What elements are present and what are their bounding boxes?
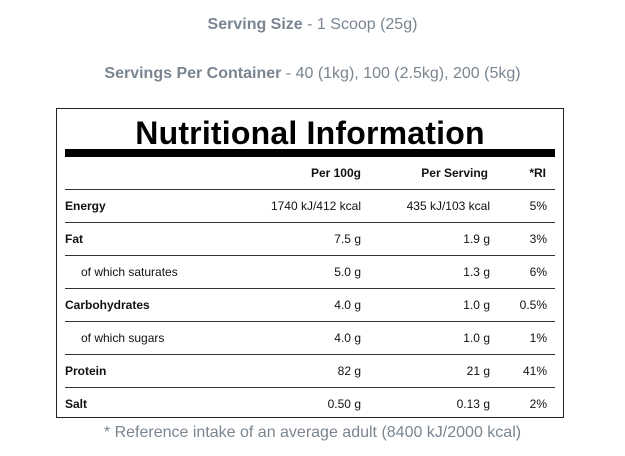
row-label: Protein: [65, 364, 107, 378]
row-ri: 2%: [529, 397, 547, 411]
row-per-serving: 435 kJ/103 kcal: [406, 199, 490, 213]
row-label: Energy: [65, 199, 106, 213]
servings-per-container-value: 40 (1kg), 100 (2.5kg), 200 (5kg): [295, 65, 521, 82]
row-per-serving: 0.13 g: [456, 397, 490, 411]
serving-size-value: 1 Scoop (25g): [316, 16, 418, 33]
nutrition-table: Nutritional Information Per 100g Per Ser…: [56, 108, 564, 418]
header-ri: *RI: [529, 166, 546, 180]
row-per-serving: 1.0 g: [463, 298, 490, 312]
serving-size-separator: -: [302, 16, 317, 33]
title-divider-bar: [65, 149, 555, 157]
row-per-100g: 0.50 g: [327, 397, 361, 411]
table-row-fat: Fat 7.5 g 1.9 g 3%: [65, 223, 555, 256]
reference-intake-footnote: * Reference intake of an average adult (…: [103, 424, 522, 441]
row-ri: 3%: [529, 232, 547, 246]
row-label: Carbohydrates: [65, 298, 150, 312]
row-per-serving: 1.9 g: [463, 232, 490, 246]
table-row-sugars: of which sugars 4.0 g 1.0 g 1%: [65, 322, 555, 355]
row-ri: 1%: [529, 331, 547, 345]
row-ri: 6%: [529, 265, 547, 279]
row-label: Salt: [65, 397, 88, 411]
table-header-row: Per 100g Per Serving *RI: [65, 157, 555, 190]
serving-size-line: Serving Size - 1 Scoop (25g): [0, 16, 625, 34]
table-row-salt: Salt 0.50 g 0.13 g 2%: [65, 388, 555, 420]
row-per-100g: 1740 kJ/412 kcal: [270, 199, 361, 213]
row-per-100g: 4.0 g: [334, 331, 361, 345]
row-ri: 0.5%: [519, 298, 547, 312]
serving-size-label: Serving Size: [207, 16, 303, 33]
servings-per-container-separator: -: [281, 65, 296, 82]
table-row-energy: Energy 1740 kJ/412 kcal 435 kJ/103 kcal …: [65, 190, 555, 223]
table-row-saturates: of which saturates 5.0 g 1.3 g 6%: [65, 256, 555, 289]
row-per-100g: 5.0 g: [334, 265, 361, 279]
row-label: of which saturates: [81, 265, 178, 279]
row-per-100g: 82 g: [337, 364, 361, 378]
header-per-serving: Per Serving: [421, 166, 488, 180]
nutrition-table-title: Nutritional Information: [135, 115, 485, 151]
row-per-100g: 4.0 g: [334, 298, 361, 312]
row-ri: 5%: [529, 199, 547, 213]
row-label: of which sugars: [81, 331, 165, 345]
row-per-serving: 1.3 g: [463, 265, 490, 279]
row-ri: 41%: [522, 364, 547, 378]
row-label: Fat: [65, 232, 83, 246]
row-per-serving: 1.0 g: [463, 331, 490, 345]
row-per-serving: 21 g: [466, 364, 490, 378]
servings-per-container-label: Servings Per Container: [104, 65, 282, 82]
table-row-carbohydrates: Carbohydrates 4.0 g 1.0 g 0.5%: [65, 289, 555, 322]
header-per-100g: Per 100g: [310, 166, 361, 180]
table-row-protein: Protein 82 g 21 g 41%: [65, 355, 555, 388]
servings-per-container-line: Servings Per Container - 40 (1kg), 100 (…: [0, 65, 625, 83]
row-per-100g: 7.5 g: [334, 232, 361, 246]
